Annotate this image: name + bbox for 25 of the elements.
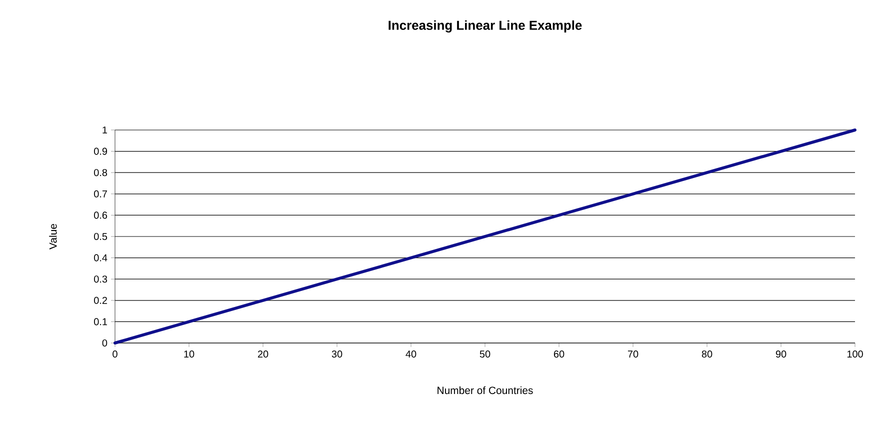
x-axis-title: Number of Countries (438, 386, 533, 394)
y-tick-label: 0 (102, 339, 108, 347)
y-tick-label: 0.1 (94, 318, 107, 326)
x-tick-label: 70 (628, 350, 638, 358)
y-tick-label: 0.4 (94, 254, 108, 262)
y-tick-label: 0.5 (94, 232, 108, 240)
x-tick-label: 90 (776, 350, 786, 358)
x-tick-label: 50 (480, 350, 490, 358)
x-tick-label: 60 (554, 350, 564, 358)
y-tick-label: 0.9 (94, 148, 108, 155)
y-tick-label: 0.3 (94, 276, 108, 283)
x-tick-label: 20 (258, 350, 268, 358)
y-axis-title: Value (49, 224, 57, 250)
x-tick-label: 100 (847, 350, 863, 358)
y-tick-label: 0.2 (94, 296, 107, 304)
y-tick-label: 0.8 (94, 169, 108, 176)
y-tick-label: 0.7 (94, 190, 107, 198)
chart-title: Increasing Linear Line Example (388, 20, 582, 33)
x-tick-label: 40 (406, 350, 416, 358)
y-tick-label: 1 (102, 126, 107, 134)
x-tick-label: 30 (332, 350, 342, 358)
x-tick-label: 80 (702, 350, 712, 358)
y-tick-label: 0.6 (94, 212, 108, 219)
x-tick-label: 0 (112, 350, 118, 358)
x-tick-label: 10 (184, 350, 194, 358)
